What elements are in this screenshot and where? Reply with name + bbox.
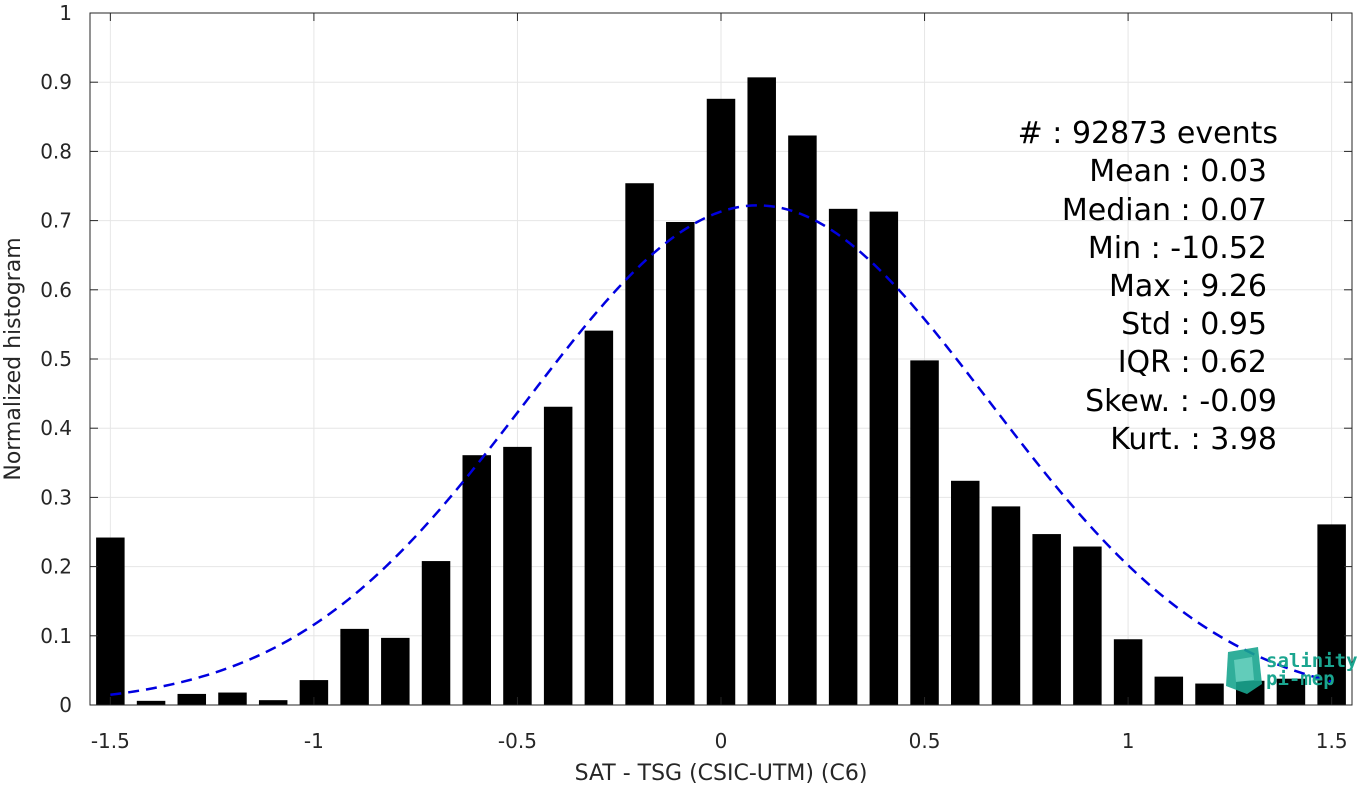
- y-tick-label: 0.3: [40, 485, 72, 509]
- x-tick-label: -0.5: [498, 729, 537, 753]
- histogram-bar: [1032, 534, 1061, 705]
- histogram-bar: [951, 480, 980, 705]
- histogram-bar: [543, 406, 573, 705]
- histogram-bar: [462, 455, 491, 705]
- histogram-bar: [747, 77, 776, 705]
- histogram-bar: [584, 330, 614, 705]
- histogram-bar: [828, 208, 858, 705]
- logo-line2: pi-mep: [1266, 668, 1335, 690]
- y-tick-label: 0.7: [40, 209, 72, 233]
- y-axis-label: Normalized histogram: [1, 237, 26, 480]
- y-axis-ticks: 0 0.1 0.2 0.3 0.4 0.5 0.6 0.7 0.8 0.9 1: [40, 1, 1352, 717]
- histogram-bar: [1154, 676, 1184, 705]
- y-tick-label: 0.5: [40, 347, 72, 371]
- x-tick-label: 1: [1122, 729, 1135, 753]
- logo-line1: salinity: [1266, 650, 1358, 672]
- stat-max: Max : 9.26: [1109, 269, 1267, 304]
- histogram-bar: [869, 211, 899, 705]
- y-tick-label: 0.4: [40, 416, 72, 440]
- x-tick-label: 0: [715, 729, 728, 753]
- histogram-bar: [381, 637, 410, 705]
- histogram-bar: [503, 446, 532, 705]
- histogram-bars: [96, 77, 1346, 706]
- salinity-pimep-logo: salinity pi-mep: [1226, 647, 1358, 694]
- x-tick-label: -1: [304, 729, 324, 753]
- histogram-bar: [177, 693, 207, 705]
- histogram-bar: [1276, 678, 1306, 705]
- stat-skew: Skew. : -0.09: [1085, 384, 1277, 419]
- histogram-bar: [666, 221, 695, 705]
- stats-annotation: # : 92873 events Mean : 0.03 Median : 0.…: [1018, 116, 1278, 457]
- stat-events: # : 92873 events: [1018, 116, 1278, 151]
- logo-mark-inner-icon: [1234, 657, 1254, 682]
- stat-iqr: IQR : 0.62: [1118, 345, 1267, 380]
- histogram-bar: [96, 537, 125, 705]
- y-tick-label: 0.8: [40, 139, 72, 163]
- stat-kurt: Kurt. : 3.98: [1110, 422, 1277, 457]
- stat-median: Median : 0.07: [1062, 193, 1267, 228]
- y-tick-label: 0.6: [40, 278, 72, 302]
- y-tick-label: 0.2: [40, 555, 72, 579]
- y-tick-label: 0: [59, 693, 72, 717]
- histogram-bar: [788, 135, 817, 705]
- histogram-bar: [625, 183, 654, 705]
- histogram-bar: [421, 561, 451, 705]
- y-tick-label: 0.9: [40, 70, 72, 94]
- y-tick-label: 0.1: [40, 624, 72, 648]
- histogram-bar: [1073, 546, 1102, 705]
- stat-std: Std : 0.95: [1121, 307, 1267, 342]
- x-axis-label: SAT - TSG (CSIC-UTM) (C6): [575, 761, 868, 785]
- histogram-bar: [1113, 639, 1143, 705]
- x-axis-ticks: -1.5 -1 -0.5 0 0.5 1 1.5: [91, 13, 1348, 753]
- histogram-bar: [258, 700, 288, 705]
- histogram-bar: [340, 628, 369, 705]
- histogram-bar: [991, 506, 1021, 705]
- x-tick-label: -1.5: [91, 729, 130, 753]
- histogram-bar: [136, 700, 166, 705]
- normal-fit-curve: [110, 204, 1332, 697]
- histogram-bar: [1317, 524, 1346, 705]
- histogram-bar: [1195, 683, 1224, 705]
- y-tick-label: 1: [59, 1, 72, 25]
- x-tick-label: 1.5: [1316, 729, 1348, 753]
- stat-min: Min : -10.52: [1088, 231, 1267, 266]
- histogram-bar: [706, 98, 736, 706]
- histogram-bar: [910, 360, 939, 705]
- stat-mean: Mean : 0.03: [1089, 154, 1267, 189]
- histogram-bar: [218, 692, 247, 705]
- x-tick-label: 0.5: [909, 729, 941, 753]
